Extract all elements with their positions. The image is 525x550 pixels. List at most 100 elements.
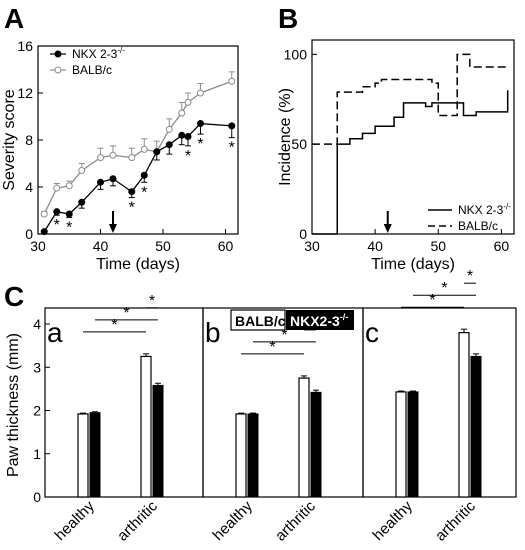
- panel-b-arrow-head: [383, 224, 392, 233]
- panel-b-x-tick-label: 50: [430, 238, 446, 254]
- panel-c-y-tick-label: 4: [33, 316, 41, 332]
- panel-c-category-label: healthy: [52, 497, 99, 544]
- panel-a-balb-point: [53, 184, 61, 192]
- panel-c-nkx-bar: [310, 391, 322, 498]
- panel-b-legend-balb-label: BALB/c: [458, 219, 498, 233]
- panel-c-paw-thickness-chart: C Paw thickness (mm) BALB/c NKX2-3-/- a h…: [4, 268, 517, 545]
- panel-c-significance-star: *: [281, 327, 287, 344]
- panel-a-balb-point: [40, 210, 48, 218]
- panel-a-y-tick-label: 0: [25, 226, 33, 242]
- panel-c-legend-balb-box: [230, 309, 286, 331]
- panel-a-balb-point: [97, 154, 104, 162]
- panel-c-category-label: healthy: [370, 497, 417, 544]
- panel-a-nkx-point: [53, 208, 61, 216]
- panel-a-legend-balb-marker: [54, 66, 62, 74]
- panel-a-balb-point: [184, 98, 192, 106]
- panel-a-legend-balb-label: BALB/c: [72, 63, 112, 77]
- panel-c-legend-nkx-label: NKX2-3-/-: [290, 312, 348, 329]
- panel-a-balb-point: [78, 167, 86, 175]
- panel-c-subpanel-letter: a: [47, 317, 63, 348]
- panel-a-nkx-point: [128, 188, 136, 196]
- panel-c-significance-star: *: [123, 305, 129, 322]
- panel-c-balb-bar: [77, 413, 89, 498]
- panel-a-balb-point: [228, 77, 236, 85]
- panel-a-nkx-point: [109, 175, 117, 183]
- panel-c-category-label: arthritic: [432, 497, 479, 544]
- panel-b-legend-nkx-superscript: -/-: [503, 202, 511, 211]
- panel-a-significance-star: *: [229, 140, 235, 157]
- panel-c-category-label: healthy: [210, 497, 257, 544]
- panel-b-x-axis-label: Time (days): [371, 256, 455, 273]
- panel-c-letter: C: [4, 281, 24, 312]
- panel-b-incidence-chart: B Incidence (%) Time (days) NKX 2-3-/- B…: [277, 3, 515, 273]
- panel-c-significance-star: *: [307, 315, 313, 332]
- panel-a-balb-line: [43, 80, 232, 215]
- panel-a-nkx-point: [228, 122, 236, 130]
- panel-c-nkx-bar: [407, 391, 419, 498]
- panel-a-balb-point: [197, 89, 204, 97]
- panel-c-significance-star: *: [467, 268, 473, 285]
- panel-b-balb-step-line: [312, 53, 508, 145]
- panel-a-balb-point: [128, 154, 136, 162]
- panel-a-arrow-head: [109, 224, 117, 233]
- panel-a-nkx-point: [184, 132, 192, 140]
- panel-c-significance-star: *: [149, 293, 155, 310]
- panel-a-x-tick-label: 50: [155, 238, 171, 254]
- panel-c-legend-nkx-name: NKX2-3: [290, 313, 340, 329]
- panel-b-plot-frame: [311, 39, 515, 235]
- panel-a-plot-frame: [37, 45, 239, 235]
- panel-a-x-axis-label: Time (days): [96, 256, 180, 273]
- panel-c-nkx-bar: [89, 412, 101, 498]
- panel-a-y-tick-label: 12: [17, 85, 33, 101]
- panel-a-significance-star: *: [129, 200, 135, 217]
- panel-c-legend-nkx-box: [286, 310, 354, 330]
- panel-a-y-tick-label: 4: [25, 179, 33, 195]
- panel-c-subpanel-frame: [44, 307, 204, 498]
- panel-c-legend-balb-label: BALB/c: [235, 313, 286, 329]
- panel-a-nkx-point: [65, 210, 73, 218]
- panel-a-y-tick-label: 16: [17, 38, 33, 54]
- panel-a-balb-point: [178, 109, 186, 117]
- panel-a-nkx-point: [97, 178, 104, 186]
- panel-b-x-tick-label: 40: [367, 238, 383, 254]
- panel-b-y-tick-label: 100: [284, 46, 308, 62]
- panel-a-significance-star: *: [141, 184, 147, 201]
- panel-a-nkx-point: [165, 141, 173, 149]
- panel-b-x-tick-label: 30: [304, 238, 320, 254]
- panel-a-significance-star: *: [66, 220, 72, 237]
- panel-c-nkx-bar: [247, 413, 259, 498]
- panel-c-balb-bar: [140, 355, 152, 498]
- panel-a-nkx-point: [178, 131, 186, 139]
- panel-a-legend-nkx-superscript: -/-: [117, 46, 125, 55]
- panel-c-nkx-bar: [152, 384, 164, 498]
- panel-c-y-axis-label: Paw thickness (mm): [5, 333, 22, 477]
- panel-a-nkx-point: [140, 171, 148, 179]
- panel-a-balb-point: [109, 151, 117, 159]
- panel-b-y-tick-label: 0: [299, 226, 307, 242]
- panel-b-x-tick-label: 60: [494, 238, 510, 254]
- panel-c-significance-star: *: [441, 280, 447, 297]
- panel-c-subpanel-letter: c: [365, 317, 379, 348]
- panel-a-significance-star: *: [185, 148, 191, 165]
- panel-c-legend: BALB/c NKX2-3-/-: [230, 309, 354, 331]
- panel-a-x-tick-label: 60: [218, 238, 234, 254]
- panel-c-significance-star: *: [111, 317, 117, 334]
- panel-c-subpanel-letter: b: [205, 317, 221, 348]
- panel-c-nkx-bar: [470, 355, 482, 498]
- panel-c-significance-star: *: [269, 339, 275, 356]
- panel-a-nkx-point: [197, 120, 204, 128]
- panel-c-balb-bar: [395, 391, 407, 498]
- panel-c-balb-bar: [235, 413, 247, 498]
- panel-a-balb-point: [165, 125, 173, 133]
- panel-a-x-tick-label: 30: [30, 238, 46, 254]
- panel-b-letter: B: [278, 3, 298, 34]
- panel-b-y-axis-label: Incidence (%): [277, 88, 294, 186]
- panel-a-legend-nkx-label: NKX 2-3-/-: [72, 46, 125, 61]
- panel-b-legend-nkx-label: NKX 2-3-/-: [458, 202, 511, 217]
- panel-c-category-label: arthritic: [114, 497, 161, 544]
- panel-a-balb-point: [65, 182, 73, 190]
- panel-a-severity-chart: A Severity score Time (days) NKX 2-3-/- …: [1, 3, 239, 273]
- panel-a-y-tick-label: 8: [25, 132, 33, 148]
- panel-c-subpanel-frame: [362, 307, 517, 498]
